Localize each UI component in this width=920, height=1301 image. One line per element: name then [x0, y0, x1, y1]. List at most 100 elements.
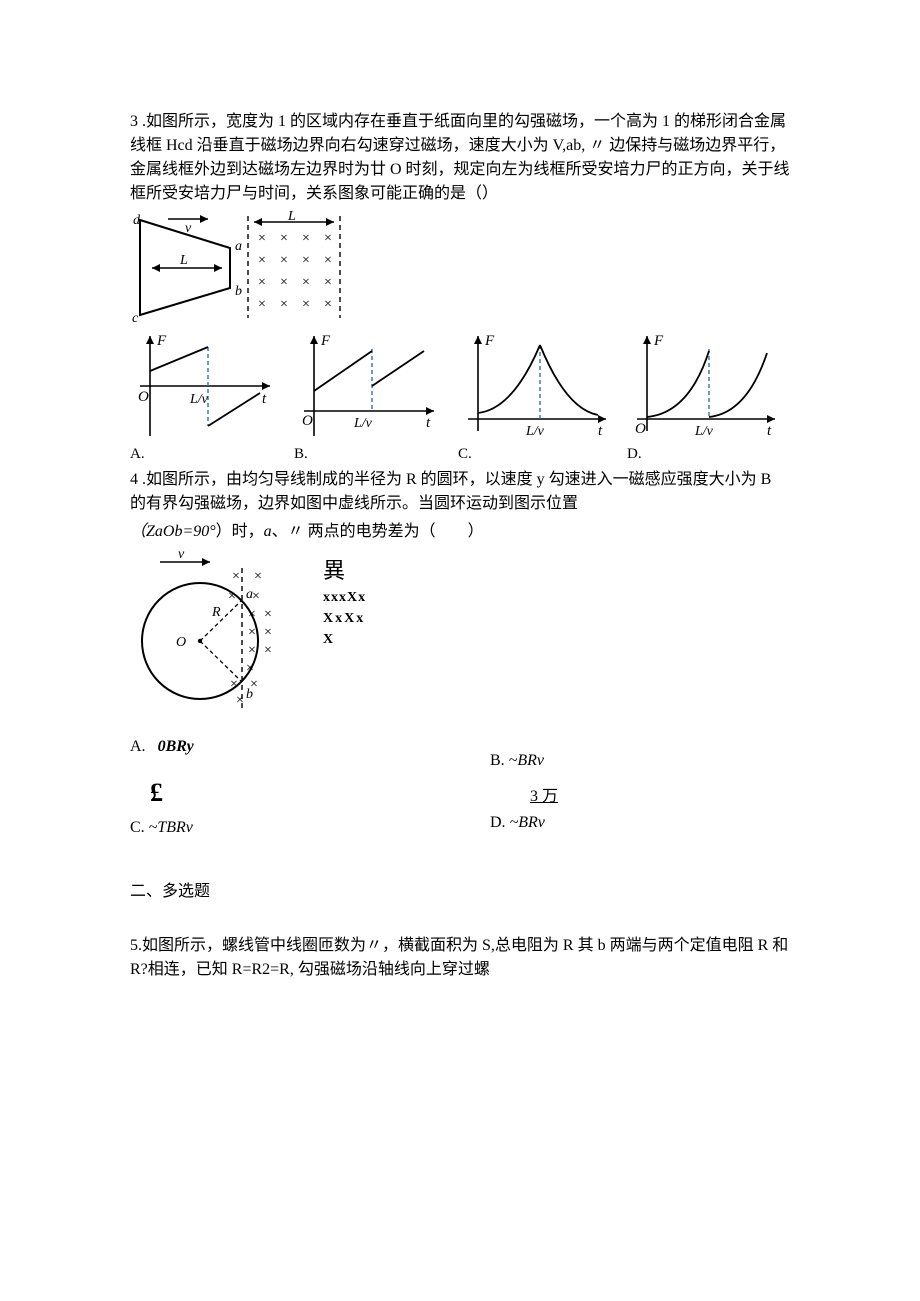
- svg-text:×: ×: [232, 569, 240, 584]
- section2-title: 二、多选题: [130, 880, 790, 904]
- q3-option-B: F t O L/v B.: [294, 331, 444, 466]
- svg-text:F: F: [653, 333, 664, 349]
- svg-text:×: ×: [248, 607, 256, 622]
- svg-text:F: F: [156, 333, 167, 349]
- svg-text:×: ×: [248, 625, 256, 640]
- q4-optD: D. ~BRv: [490, 811, 750, 835]
- svg-text:t: t: [767, 423, 772, 439]
- q4-decor-row1: xxxXx: [323, 587, 366, 608]
- svg-text:×: ×: [250, 677, 258, 692]
- q3-optD-svg: F t O L/v: [627, 331, 782, 441]
- q3-optA-label: A.: [130, 443, 280, 466]
- q3-optC-svg: F t L/v: [458, 331, 613, 441]
- svg-text:O: O: [635, 421, 646, 437]
- q3-optB-label: B.: [294, 443, 444, 466]
- q4-optA: A. 0BRy: [130, 735, 390, 759]
- q5-text: 5.如图所示，螺线管中线圈匝数为〃，横截面积为 S,总电阻为 R 其 b 两端与…: [130, 934, 790, 982]
- svg-text:×: ×: [230, 677, 238, 692]
- q3-diagram-svg: d v a b c L L ×××× ×××× ×××× ××××: [130, 210, 355, 325]
- q4-decor-row3: X: [323, 629, 366, 650]
- q4-mid-right: 3 万: [530, 785, 750, 809]
- q3-label-Ltop: L: [287, 210, 296, 224]
- svg-text:×: ×: [302, 253, 310, 268]
- svg-text:L/v: L/v: [694, 424, 714, 439]
- svg-text:R: R: [211, 605, 221, 620]
- svg-text:t: t: [262, 391, 267, 407]
- svg-text:×: ×: [264, 625, 272, 640]
- q3-optB-svg: F t O L/v: [294, 331, 444, 441]
- q4-decor-text: 異 xxxXx XxXx X: [323, 548, 366, 650]
- q4-optD-val: ~BRv: [510, 814, 545, 831]
- svg-text:×: ×: [264, 607, 272, 622]
- q4-optB: B. ~BRv: [490, 749, 750, 773]
- q3-optA-svg: F t O L/v: [130, 331, 280, 441]
- q3-label-a: a: [235, 239, 242, 254]
- svg-text:×: ×: [246, 661, 254, 676]
- q3-option-C: F t L/v C.: [458, 331, 613, 466]
- q4-optA-val: 0BRy: [158, 738, 194, 755]
- svg-text:×: ×: [280, 275, 288, 290]
- q4-text2: （ZaOb=90°）时，a、〃 两点的电势差为（ ）: [130, 520, 790, 544]
- q4-text2-suffix: 、〃 两点的电势差为（ ）: [272, 523, 484, 540]
- svg-text:×: ×: [324, 275, 332, 290]
- svg-text:×: ×: [324, 297, 332, 312]
- svg-text:×: ×: [280, 253, 288, 268]
- q3-label-v: v: [185, 221, 192, 236]
- svg-text:F: F: [320, 333, 331, 349]
- svg-text:×: ×: [280, 297, 288, 312]
- q3-label-b: b: [235, 284, 242, 299]
- q4-text2-prefix: （ZaOb=90°: [130, 523, 216, 540]
- svg-text:×: ×: [258, 231, 266, 246]
- q4-options: A. 0BRy £ C. ~TBRv B. ~BRv 3 万 D. ~BRv: [130, 735, 790, 840]
- svg-text:×: ×: [302, 231, 310, 246]
- q4-mid-left: £: [150, 773, 390, 812]
- svg-text:O: O: [138, 389, 149, 405]
- q3-label-c: c: [132, 311, 139, 325]
- svg-text:O: O: [302, 413, 313, 429]
- page-root: 3 .如图所示，宽度为 1 的区域内存在垂直于纸面向里的勾强磁场，一个高为 1 …: [0, 0, 920, 1301]
- svg-text:×: ×: [228, 589, 236, 604]
- q4-decor-row2: XxXx: [323, 608, 366, 629]
- q4-text: 4 .如图所示，由均匀导线制成的半径为 R 的圆环，以速度 y 勾速进入一磁感应…: [130, 468, 790, 516]
- svg-text:×: ×: [248, 643, 256, 658]
- svg-text:F: F: [484, 333, 495, 349]
- svg-text:t: t: [598, 423, 603, 439]
- q3-text: 3 .如图所示，宽度为 1 的区域内存在垂直于纸面向里的勾强磁场，一个高为 1 …: [130, 110, 790, 206]
- svg-text:×: ×: [324, 253, 332, 268]
- q3-option-D: F t O L/v D.: [627, 331, 782, 466]
- svg-text:×: ×: [236, 693, 244, 708]
- svg-text:×: ×: [258, 297, 266, 312]
- q4-opts-right: B. ~BRv 3 万 D. ~BRv: [490, 735, 750, 840]
- svg-text:L/v: L/v: [525, 424, 545, 439]
- svg-text:×: ×: [258, 275, 266, 290]
- q3-options-row: F t O L/v A. F t O: [130, 331, 790, 466]
- q4-optC-val: ~TBRv: [149, 819, 193, 836]
- q4-opts-left: A. 0BRy £ C. ~TBRv: [130, 735, 390, 840]
- svg-text:×: ×: [302, 275, 310, 290]
- q4-optC: C. ~TBRv: [130, 816, 390, 840]
- svg-text:L/v: L/v: [189, 392, 209, 407]
- q3-option-A: F t O L/v A.: [130, 331, 280, 466]
- q4-optB-val: ~BRv: [509, 752, 544, 769]
- q4-diagram-row: v O R a b ×× ×× ×× ×× ×× × ×× ×: [130, 548, 790, 713]
- svg-text:×: ×: [254, 569, 262, 584]
- q4-text2-a: a: [264, 523, 272, 540]
- q4-decor-yi: 異: [323, 554, 366, 587]
- q4-optB-label: B.: [490, 752, 505, 769]
- q4-diagram-svg: v O R a b ×× ×× ×× ×× ×× × ×× ×: [130, 548, 315, 713]
- q3-optD-label: D.: [627, 443, 782, 466]
- svg-text:L/v: L/v: [353, 416, 373, 431]
- q4-optD-label: D.: [490, 814, 506, 831]
- q3-optC-label: C.: [458, 443, 613, 466]
- q3-label-d: d: [133, 213, 141, 228]
- svg-text:O: O: [176, 635, 186, 650]
- svg-text:v: v: [178, 548, 185, 562]
- svg-text:×: ×: [258, 253, 266, 268]
- q4-text2-mid: ）时，: [216, 523, 264, 540]
- q4-optC-label: C.: [130, 819, 145, 836]
- svg-text:×: ×: [264, 643, 272, 658]
- svg-text:t: t: [426, 415, 431, 431]
- svg-text:×: ×: [324, 231, 332, 246]
- svg-text:×: ×: [302, 297, 310, 312]
- q3-diagram: d v a b c L L ×××× ×××× ×××× ××××: [130, 210, 790, 325]
